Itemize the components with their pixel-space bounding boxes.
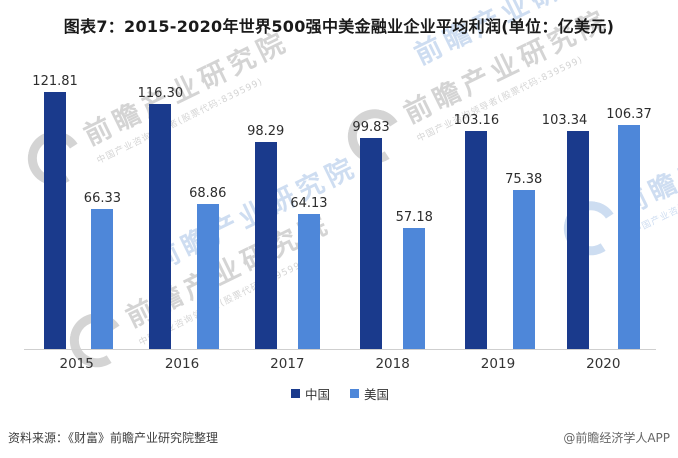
legend: 中国 美国 [24, 384, 656, 403]
value-label-美国-2018: 57.18 [395, 210, 433, 225]
bar-中国-2020 [566, 131, 589, 349]
value-label-中国-2015: 121.81 [32, 74, 78, 89]
bar-group-2019: 103.16 75.38 [445, 113, 550, 349]
x-axis-label-2016: 2016 [164, 356, 200, 372]
value-label-中国-2017: 98.29 [247, 124, 285, 139]
bar-美国-2018 [403, 228, 426, 349]
bar-chart: 121.81 66.33 116.30 68.86 98.29 64.13 99.83 57.… [24, 59, 656, 403]
plot-area: 121.81 66.33 116.30 68.86 98.29 64.13 99.83 57.… [24, 59, 656, 350]
value-label-美国-2017: 64.13 [290, 196, 328, 211]
bar-美国-2020 [618, 125, 641, 349]
value-label-美国-2020: 106.37 [606, 107, 652, 122]
bar-group-2015: 121.81 66.33 [24, 74, 129, 349]
bar-美国-2016 [196, 204, 219, 349]
credit-note: @前瞻经济学人APP [563, 431, 670, 445]
value-label-美国-2016: 68.86 [189, 186, 227, 201]
x-axis-label-2018: 2018 [375, 356, 410, 372]
bar-美国-2015 [91, 209, 114, 349]
x-axis-label-2019: 2019 [480, 356, 516, 372]
value-label-中国-2016: 116.30 [137, 86, 184, 101]
bar-中国-2019 [465, 131, 488, 349]
legend-label-china: 中国 [304, 387, 330, 402]
bar-group-2017: 98.29 64.13 [235, 124, 340, 349]
x-axis-label-2017: 2017 [270, 356, 305, 372]
legend-label-usa: 美国 [364, 387, 390, 402]
bar-group-2020: 103.34 106.37 [542, 107, 656, 349]
bar-中国-2017 [254, 142, 277, 349]
value-label-美国-2015: 66.33 [83, 191, 122, 206]
legend-swatch-usa [350, 389, 359, 398]
bar-column: 75.38 [505, 172, 542, 349]
footer: 资料来源：《财富》前瞻产业研究院整理 @前瞻经济学人APP [8, 429, 670, 446]
bar-column: 99.83 [352, 120, 390, 349]
bar-column: 68.86 [189, 186, 226, 349]
bar-美国-2019 [512, 190, 535, 349]
bar-美国-2017 [297, 214, 320, 349]
value-label-中国-2020: 103.34 [541, 113, 588, 128]
bar-column: 116.30 [137, 86, 184, 349]
bar-group-2018: 99.83 57.18 [340, 120, 445, 349]
bar-group-2016: 116.30 68.86 [129, 86, 234, 349]
legend-swatch-china [290, 389, 300, 398]
value-label-中国-2019: 103.16 [453, 113, 500, 128]
bar-column: 103.16 [453, 113, 500, 349]
value-label-中国-2018: 99.83 [352, 120, 390, 135]
bar-column: 98.29 [247, 124, 284, 349]
legend-item-china: 中国 [290, 384, 330, 403]
bar-column: 121.81 [32, 74, 78, 349]
bar-column: 64.13 [290, 196, 328, 349]
bar-column: 103.34 [542, 113, 601, 349]
bar-中国-2018 [360, 138, 383, 349]
x-axis-label-2015: 2015 [59, 356, 94, 372]
x-axis-labels: 2015 2016 2017 2018 2019 2020 [24, 350, 656, 372]
chart-title: 图表7：2015-2020年世界500强中美金融业企业平均利润(单位：亿美元) [63, 17, 615, 36]
source-note: 资料来源：《财富》前瞻产业研究院整理 [8, 431, 219, 445]
x-axis-label-2020: 2020 [586, 356, 621, 372]
bar-column: 66.33 [84, 191, 121, 349]
bar-column: 57.18 [396, 210, 433, 349]
bar-中国-2015 [44, 92, 67, 349]
value-label-美国-2019: 75.38 [505, 172, 543, 187]
bar-column: 106.37 [606, 107, 652, 349]
legend-item-usa: 美国 [350, 384, 389, 403]
bar-中国-2016 [149, 104, 172, 349]
